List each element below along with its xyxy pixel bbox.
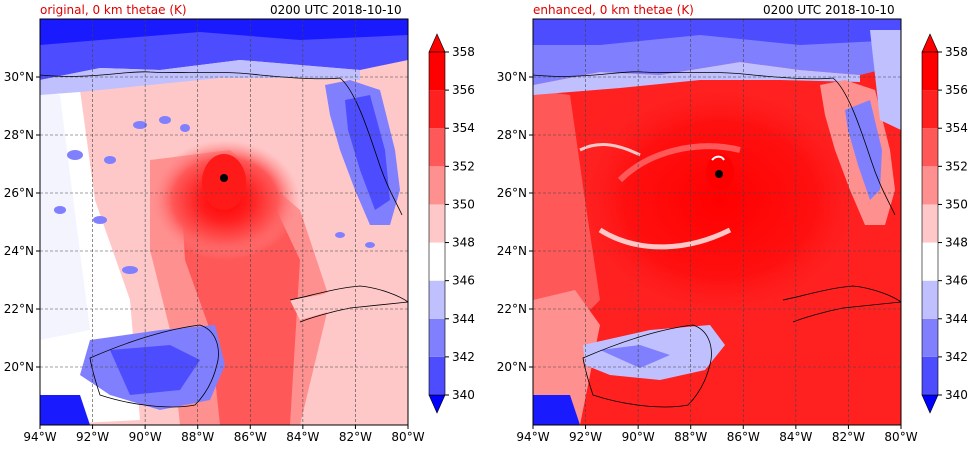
- colorbar-tick-label: 344: [945, 312, 968, 326]
- lon-tick-label: 94°W: [23, 430, 56, 444]
- lat-tick-label: 26°N: [497, 186, 527, 200]
- lon-tick-label: 88°W: [181, 430, 214, 444]
- colorbar-tick-label: 340: [945, 388, 968, 402]
- colorbar-bin: [429, 52, 445, 91]
- lat-tick-label: 22°N: [4, 302, 34, 316]
- lon-tick-label: 82°W: [339, 430, 372, 444]
- lon-tick-label: 90°W: [622, 430, 655, 444]
- colorbar-bin: [922, 356, 938, 395]
- colorbar-bin: [429, 204, 445, 243]
- axis-ticks: 94°W 92°W 90°W 88°W 86°W 84°W 82°W 80°W 20°N 22°N…: [4, 70, 425, 444]
- lon-tick-label: 86°W: [727, 430, 760, 444]
- colorbar-bin: [429, 318, 445, 357]
- lon-tick-label: 82°W: [832, 430, 865, 444]
- colorbar-tick-label: 342: [452, 350, 475, 364]
- lon-tick-label: 88°W: [674, 430, 707, 444]
- colorbar-tick-label: 358: [452, 45, 475, 59]
- panel-time-original: 0200 UTC 2018-10-10: [270, 3, 402, 17]
- colorbar-bin: [429, 356, 445, 395]
- colorbar-bin: [922, 128, 938, 167]
- colorbar-bin: [429, 128, 445, 167]
- panel-title-original: original, 0 km thetae (K): [40, 3, 187, 17]
- colorbar-bin: [922, 242, 938, 281]
- colorbar-tick-label: 352: [945, 159, 968, 173]
- axis-ticks: 94°W 92°W 90°W 88°W 86°W 84°W 82°W 80°W 20°N 22°N…: [497, 70, 918, 444]
- colorbar-extend-min: [921, 394, 939, 414]
- map-panel-original: 94°W 92°W 90°W 88°W 86°W 84°W 82°W 80°W 20°N 22°N…: [4, 18, 425, 444]
- colorbar-tick-label: 350: [945, 197, 968, 211]
- colorbar-tick-label: 346: [945, 274, 968, 288]
- lat-tick-label: 22°N: [497, 302, 527, 316]
- panel-title-enhanced: enhanced, 0 km thetae (K): [533, 3, 694, 17]
- spiral-band: [598, 227, 732, 250]
- lon-tick-label: 80°W: [391, 430, 424, 444]
- lat-tick-label: 20°N: [4, 360, 34, 374]
- colorbar-bin: [429, 280, 445, 319]
- rainband-cells: [54, 116, 375, 274]
- colorbar-tick-label: 356: [945, 83, 968, 97]
- colorbar-tick-label: 344: [452, 312, 475, 326]
- colorbar-tick-label: 358: [945, 45, 968, 59]
- coastline-gulf: [533, 71, 896, 216]
- lat-tick-label: 24°N: [4, 244, 34, 258]
- map-frame: [39, 18, 409, 426]
- lat-tick-label: 30°N: [497, 70, 527, 84]
- colorbar-tick-label: 348: [945, 236, 968, 250]
- colorbar-bin: [429, 90, 445, 129]
- colorbar-tick-label: 350: [452, 197, 475, 211]
- lon-tick-label: 80°W: [884, 430, 917, 444]
- colorbar-bin: [429, 242, 445, 281]
- colorbar-bin: [922, 280, 938, 319]
- colorbar-tick-label: 354: [452, 121, 475, 135]
- lat-tick-label: 30°N: [4, 70, 34, 84]
- lat-tick-label: 24°N: [497, 244, 527, 258]
- colorbar-bin: [922, 204, 938, 243]
- lon-tick-label: 92°W: [76, 430, 109, 444]
- lat-tick-label: 28°N: [497, 128, 527, 142]
- colorbar-tick-label: 348: [452, 236, 475, 250]
- colorbar-original: 340 342 344 346 348 350 352 354 356 358: [428, 33, 475, 414]
- lon-tick-label: 90°W: [129, 430, 162, 444]
- map-panel-enhanced: 94°W 92°W 90°W 88°W 86°W 84°W 82°W 80°W 20°N 22°N…: [497, 18, 918, 444]
- lon-tick-label: 86°W: [234, 430, 267, 444]
- field-west: [533, 90, 600, 340]
- panel-time-enhanced: 0200 UTC 2018-10-10: [763, 3, 895, 17]
- map-frame: [532, 18, 902, 426]
- lon-tick-label: 92°W: [569, 430, 602, 444]
- lat-tick-label: 26°N: [4, 186, 34, 200]
- colorbar-tick-label: 346: [452, 274, 475, 288]
- colorbar-tick-label: 354: [945, 121, 968, 135]
- lat-tick-label: 20°N: [497, 360, 527, 374]
- colorbar-tick-label: 342: [945, 350, 968, 364]
- storm-center-marker: [220, 174, 228, 182]
- colorbar-bin: [922, 166, 938, 205]
- coastline-yucatan: [582, 324, 712, 408]
- colorbar-tick-label: 352: [452, 159, 475, 173]
- colorbar-bin: [429, 166, 445, 205]
- colorbar-bin: [922, 318, 938, 357]
- colorbar-bin: [922, 90, 938, 129]
- colorbar-outline: [921, 51, 939, 396]
- coastline-gulf: [40, 71, 403, 216]
- colorbar-tick-label: 356: [452, 83, 475, 97]
- colorbar-extend-max: [428, 33, 446, 53]
- lat-tick-label: 28°N: [4, 128, 34, 142]
- lon-tick-label: 84°W: [779, 430, 812, 444]
- colorbar-extend-max: [921, 33, 939, 53]
- storm-center-marker: [715, 170, 723, 178]
- lon-tick-label: 84°W: [286, 430, 319, 444]
- coastline-yucatan: [89, 324, 219, 408]
- colorbar-outline: [428, 51, 446, 396]
- colorbar-bin: [922, 52, 938, 91]
- colorbar-tick-label: 340: [452, 388, 475, 402]
- colorbar-extend-min: [428, 394, 446, 414]
- colorbar-enhanced: 340 342 344 346 348 350 352 354 356 358: [921, 33, 968, 414]
- lon-tick-label: 94°W: [516, 430, 549, 444]
